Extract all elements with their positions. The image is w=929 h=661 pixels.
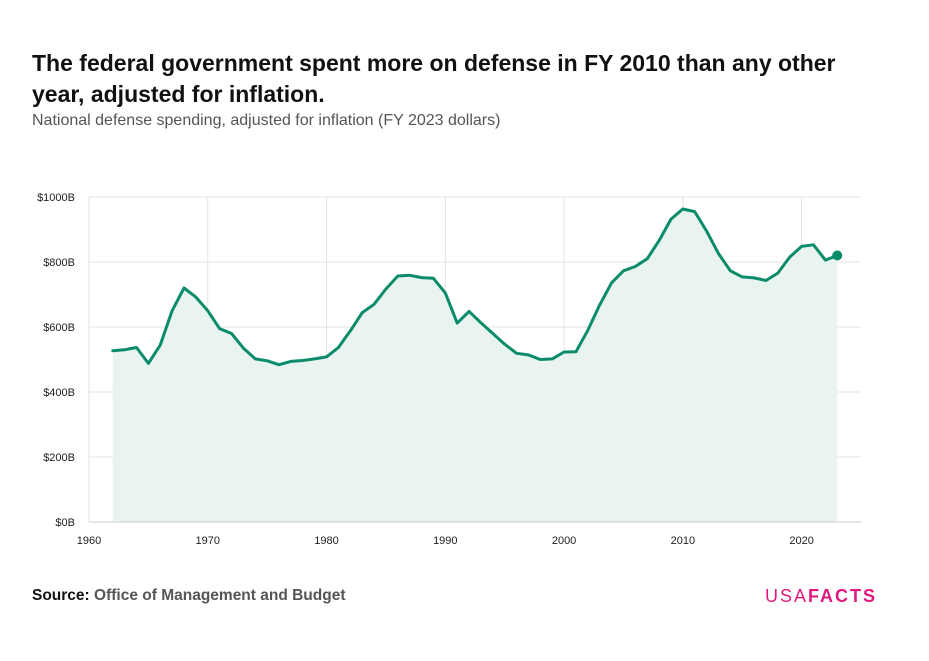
source-label: Source: [32,587,90,604]
x-tick-label: 2000 [552,535,576,547]
y-tick-label: $800B [43,257,75,269]
series-line [111,207,839,367]
x-tick-label: 1960 [77,535,101,547]
y-tick-label: $1000B [37,192,75,204]
series-line-layer [111,207,843,367]
logo-text-facts: FACTS [807,586,877,606]
y-tick-label: $600B [43,322,75,334]
last-value-marker[interactable] [832,250,843,261]
source-footer: Source: Office of Management and Budget [32,587,346,605]
chart-subtitle: National defense spending, adjusted for … [32,112,501,129]
y-tick-label: $400B [43,387,75,399]
x-tick-label: 2020 [789,535,813,547]
y-tick-label: $0B [55,517,75,529]
x-tick-label: 2010 [671,535,695,547]
area-fill [112,209,838,522]
source-name: Office of Management and Budget [94,587,346,604]
x-tick-label: 1980 [314,535,338,547]
y-tick-label: $200B [43,452,75,464]
x-tick-label: 1970 [196,535,220,547]
usafacts-logo[interactable]: USAFACTS [765,586,877,607]
tick-labels: $0B $200B $400B $600B $800B $1000B 1960 1970 198… [37,192,814,547]
logo-text-usa: USA [764,586,808,606]
x-tick-label: 1990 [433,535,457,547]
area-fill-layer [112,209,838,522]
chart-title: The federal government spent more on def… [32,50,836,107]
